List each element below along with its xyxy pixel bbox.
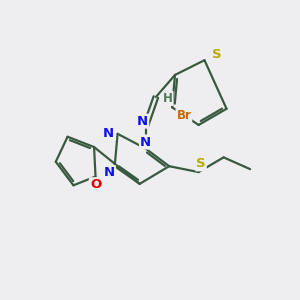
Text: S: S — [212, 48, 222, 62]
Text: N: N — [140, 136, 151, 148]
Text: S: S — [196, 157, 206, 170]
Text: N: N — [137, 115, 148, 128]
Text: O: O — [90, 178, 101, 191]
Text: N: N — [103, 127, 114, 140]
Text: N: N — [104, 166, 115, 179]
Text: Br: Br — [176, 109, 191, 122]
Text: H: H — [163, 92, 172, 105]
